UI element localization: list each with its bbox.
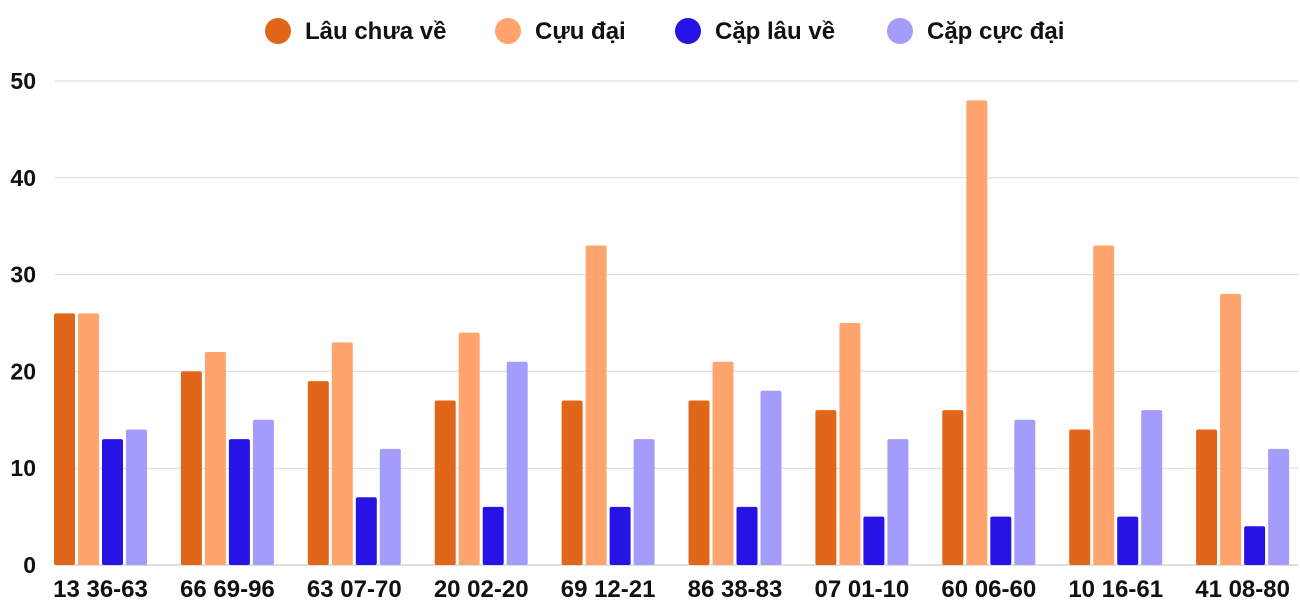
bar [863,516,885,565]
x-axis: 13 36-63 66 69-96 63 07-70 20 02-20 69 12-21… [53,576,1290,600]
bar [1141,410,1163,565]
bar [228,439,250,565]
x-tick-label: 07 01-10 [815,576,910,600]
legend-label: Cặp lâu về [715,18,835,45]
bar [434,400,456,565]
bar [585,245,607,565]
bar [102,439,123,565]
legend-swatch [265,18,291,44]
bar [887,439,909,565]
legend-swatch [495,18,521,44]
y-tick-label: 10 [10,455,36,481]
x-tick-label: 69 12-21 [561,576,656,600]
bar [1014,419,1036,565]
bar [561,400,583,565]
bar [839,323,861,565]
x-tick-label: 10 16-61 [1068,576,1163,600]
bars [54,100,1290,566]
y-tick-label: 40 [10,165,36,191]
bar [506,361,528,565]
bar [355,497,377,565]
bar [966,100,988,566]
bar [331,342,353,565]
bar [1093,245,1115,565]
legend-label: Cựu đại [535,18,626,45]
bar [760,390,782,565]
x-tick-label: 66 69-96 [180,576,275,600]
legend-item: Cặp lâu về [675,18,835,45]
legend-label: Cặp cực đại [927,18,1064,45]
bar [815,410,837,565]
bar [736,506,758,565]
x-tick-label: 60 06-60 [941,576,1036,600]
legend-label: Lâu chưa về [305,18,446,45]
bar [712,361,734,565]
bar [609,506,631,565]
legend: Lâu chưa về Cựu đại Cặp lâu về Cặp cực đại [265,18,1064,45]
bar [1244,526,1266,565]
bar [180,371,202,565]
bar [54,313,75,565]
x-tick-label: 86 38-83 [688,576,783,600]
bar [78,313,99,565]
legend-item: Lâu chưa về [265,18,446,45]
bar [1220,293,1242,565]
bar [688,400,710,565]
y-tick-label: 0 [23,552,36,578]
legend-item: Cựu đại [495,18,626,45]
bar [458,332,480,565]
bar [1117,516,1139,565]
x-tick-label: 63 07-70 [307,576,402,600]
y-tick-label: 30 [10,262,36,288]
legend-swatch [675,18,701,44]
bar [307,381,329,565]
x-tick-label: 20 02-20 [434,576,529,600]
bar [252,419,274,565]
bar [1069,429,1091,565]
y-axis: 0 10 20 30 40 50 [10,68,36,578]
bar [482,506,504,565]
legend-item: Cặp cực đại [887,18,1064,45]
x-tick-label: 13 36-63 [53,576,148,600]
y-tick-label: 50 [10,68,36,94]
bar [990,516,1012,565]
bar [1268,448,1290,565]
bar [1196,429,1218,565]
bar [204,352,226,565]
legend-swatch [887,18,913,44]
bar [633,439,655,565]
bar [942,410,964,565]
y-tick-label: 20 [10,358,36,384]
bar [126,429,147,565]
bar [379,448,401,565]
x-tick-label: 41 08-80 [1195,576,1290,600]
